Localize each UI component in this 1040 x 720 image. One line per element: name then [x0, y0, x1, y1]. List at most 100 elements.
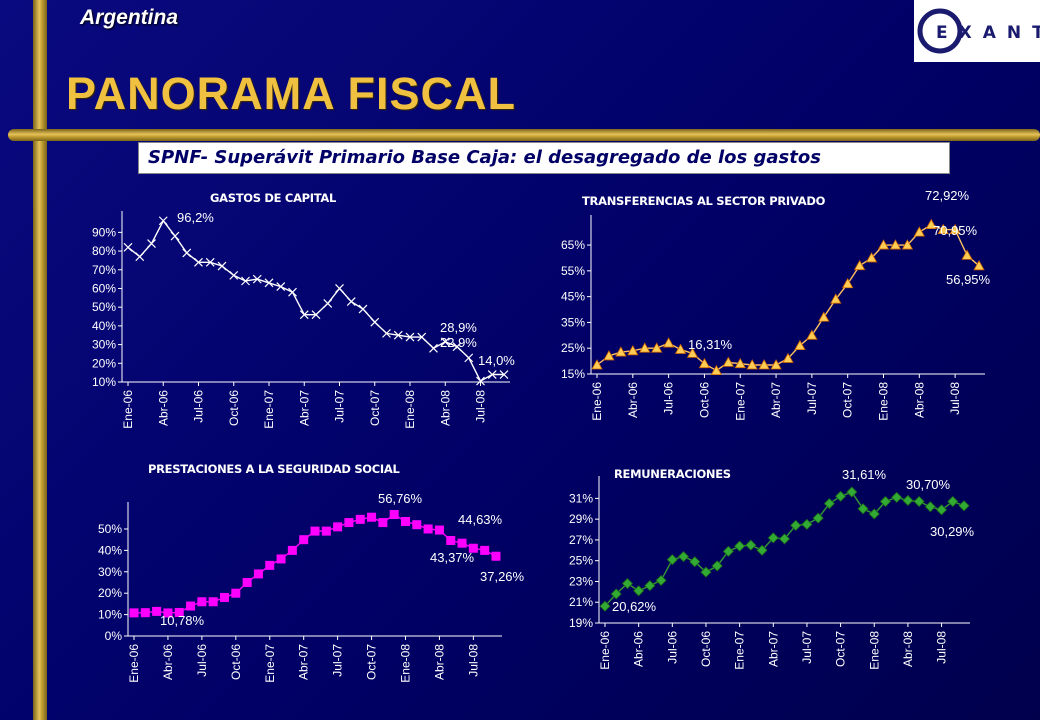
data-label: 14,0% [478, 353, 515, 368]
data-point [440, 337, 450, 347]
data-point [197, 597, 207, 607]
data-point [778, 533, 791, 545]
x-tick-label: Abr-06 [632, 631, 646, 667]
data-point [711, 560, 723, 572]
x-tick-label: Jul-06 [195, 644, 209, 677]
data-point [491, 551, 501, 561]
data-point [323, 299, 333, 308]
data-point [812, 512, 824, 524]
data-point [468, 543, 478, 553]
data-point [891, 491, 903, 503]
data-point [129, 608, 139, 618]
data-point [758, 359, 770, 370]
data-point [868, 508, 880, 520]
data-point [417, 332, 427, 342]
data-point [830, 293, 842, 304]
data-point [961, 249, 973, 260]
data-label: 22,9% [440, 335, 477, 350]
data-point [434, 525, 444, 535]
data-point [902, 494, 914, 507]
x-tick-label: Abr-07 [769, 382, 783, 418]
x-tick-label: Abr-06 [156, 390, 170, 426]
y-tick-label: 30% [92, 338, 116, 352]
data-point [452, 342, 462, 352]
data-label: 20,62% [612, 599, 657, 614]
page-subtitle: SPNF- Superávit Primario Base Caja: el d… [138, 142, 950, 174]
data-label: 16,31% [688, 337, 733, 352]
data-point [311, 310, 321, 320]
data-point [599, 600, 611, 612]
data-point [299, 535, 309, 545]
data-point [152, 606, 162, 616]
data-point [794, 339, 806, 351]
data-label: 56,95% [946, 272, 991, 287]
data-point [186, 601, 196, 611]
gold-horizontal-bar [8, 129, 1040, 141]
data-point [639, 342, 651, 353]
data-point [355, 514, 365, 524]
data-point [621, 577, 634, 590]
y-tick-label: 15% [561, 367, 585, 381]
y-tick-label: 27% [569, 533, 593, 547]
data-point [801, 518, 813, 530]
y-tick-label: 40% [92, 319, 116, 333]
x-tick-label: Ene-07 [263, 644, 277, 683]
data-point [276, 554, 286, 564]
gold-vertical-bar [33, 0, 47, 720]
data-point [346, 297, 356, 306]
data-label: 30,29% [930, 524, 975, 539]
data-label: 37,26% [480, 569, 525, 584]
data-point [147, 239, 156, 249]
data-point [806, 329, 818, 340]
data-point [310, 526, 320, 536]
data-point [722, 545, 734, 557]
data-point [935, 504, 948, 516]
data-point [913, 495, 925, 508]
y-tick-label: 35% [561, 315, 585, 329]
x-tick-label: Ene-07 [733, 631, 747, 670]
data-point [651, 342, 663, 353]
data-point [818, 311, 830, 322]
data-point [412, 520, 422, 530]
data-point [287, 545, 297, 555]
data-point [135, 252, 145, 262]
data-point [767, 532, 779, 544]
data-point [924, 501, 936, 513]
data-label: 43,37% [430, 550, 475, 565]
y-tick-label: 90% [92, 225, 116, 239]
y-tick-label: 0% [105, 629, 123, 643]
data-point [973, 259, 985, 271]
x-tick-label: Jul-08 [474, 390, 488, 423]
data-point [689, 556, 701, 568]
logo-wordmark: EXANTE [936, 23, 1040, 43]
data-label: 72,92% [925, 188, 970, 203]
data-point [790, 519, 802, 531]
y-tick-label: 80% [92, 244, 116, 258]
data-point [276, 282, 286, 292]
data-point [182, 248, 192, 258]
data-point [644, 580, 656, 592]
y-tick-label: 20% [92, 356, 116, 370]
x-tick-label: Abr-08 [912, 382, 926, 418]
x-tick-label: Oct-06 [229, 644, 243, 680]
x-tick-label: Abr-07 [297, 390, 311, 426]
series-line [127, 219, 504, 383]
data-point [208, 597, 218, 607]
x-tick-label: Ene-06 [590, 382, 604, 421]
data-point [194, 257, 203, 267]
x-tick-label: Jul-07 [805, 382, 819, 415]
data-point [382, 328, 391, 338]
y-tick-label: 23% [569, 574, 593, 588]
data-point [677, 550, 690, 563]
data-point [401, 516, 410, 526]
data-point [770, 359, 782, 370]
y-tick-label: 50% [98, 522, 122, 536]
x-tick-label: Oct-06 [699, 631, 713, 667]
data-point [499, 370, 509, 379]
series-line [596, 223, 980, 372]
x-tick-label: Ene-08 [399, 644, 413, 683]
data-point [662, 337, 675, 348]
data-point [265, 560, 275, 570]
data-label: 56,76% [378, 491, 423, 506]
page-title: PANORAMA FISCAL [66, 68, 516, 119]
